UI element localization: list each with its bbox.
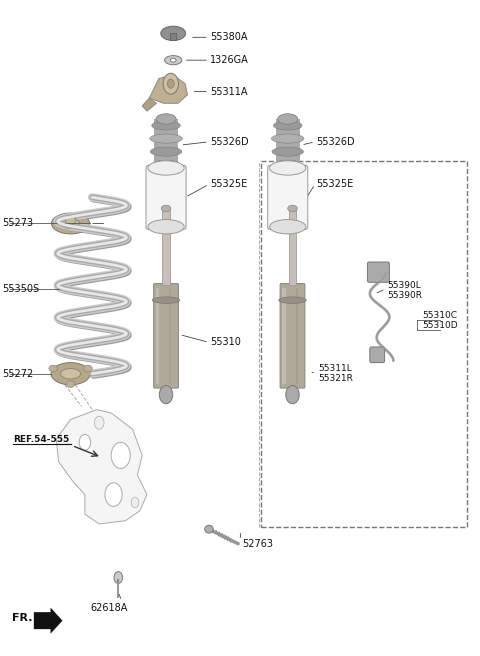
Ellipse shape xyxy=(148,161,184,175)
Circle shape xyxy=(286,386,299,404)
Bar xyxy=(170,33,176,40)
Circle shape xyxy=(114,571,122,583)
FancyBboxPatch shape xyxy=(280,283,305,388)
Ellipse shape xyxy=(150,134,182,143)
Bar xyxy=(154,119,178,168)
Ellipse shape xyxy=(66,381,75,388)
Circle shape xyxy=(105,483,122,506)
Bar xyxy=(276,119,300,168)
Text: 55310C: 55310C xyxy=(422,311,457,320)
Circle shape xyxy=(79,434,91,450)
Ellipse shape xyxy=(272,147,303,156)
Text: 55273: 55273 xyxy=(2,218,34,228)
Ellipse shape xyxy=(274,121,302,130)
Text: 55321R: 55321R xyxy=(318,374,353,383)
Text: 55326D: 55326D xyxy=(316,137,355,147)
Bar xyxy=(162,209,170,285)
Ellipse shape xyxy=(84,365,92,372)
FancyBboxPatch shape xyxy=(146,165,186,230)
Text: FR.: FR. xyxy=(12,613,32,623)
Ellipse shape xyxy=(61,218,80,228)
Ellipse shape xyxy=(49,365,58,372)
Ellipse shape xyxy=(51,363,90,385)
FancyBboxPatch shape xyxy=(154,283,179,388)
Bar xyxy=(296,288,298,384)
Circle shape xyxy=(131,497,139,508)
Text: 55390R: 55390R xyxy=(387,291,422,300)
Ellipse shape xyxy=(270,220,306,234)
Ellipse shape xyxy=(288,205,297,212)
Ellipse shape xyxy=(156,113,176,124)
Text: 55311A: 55311A xyxy=(210,87,248,96)
Ellipse shape xyxy=(278,113,298,124)
FancyBboxPatch shape xyxy=(367,262,389,282)
Text: REF.54-555: REF.54-555 xyxy=(13,434,70,443)
Text: 62618A: 62618A xyxy=(90,603,128,613)
Polygon shape xyxy=(142,98,156,111)
FancyBboxPatch shape xyxy=(370,347,384,363)
Ellipse shape xyxy=(161,205,171,212)
Text: 55380A: 55380A xyxy=(210,32,248,43)
Ellipse shape xyxy=(159,164,173,172)
Ellipse shape xyxy=(60,369,81,379)
Text: 55311L: 55311L xyxy=(318,364,351,373)
Text: 55325E: 55325E xyxy=(210,179,248,190)
Text: 55390L: 55390L xyxy=(387,281,421,290)
Circle shape xyxy=(168,79,174,89)
Ellipse shape xyxy=(165,56,182,65)
Ellipse shape xyxy=(51,213,90,234)
Ellipse shape xyxy=(270,161,306,175)
Ellipse shape xyxy=(152,121,180,130)
Circle shape xyxy=(163,73,179,94)
Ellipse shape xyxy=(271,134,304,143)
Ellipse shape xyxy=(204,525,213,533)
Ellipse shape xyxy=(65,216,76,225)
Bar xyxy=(282,288,286,384)
Text: 55310D: 55310D xyxy=(422,321,458,330)
Bar xyxy=(156,288,159,384)
Ellipse shape xyxy=(148,220,184,234)
Text: 55326D: 55326D xyxy=(210,137,249,147)
Ellipse shape xyxy=(279,297,306,304)
Ellipse shape xyxy=(161,26,186,41)
Text: (ECS): (ECS) xyxy=(267,167,296,176)
Text: 1326GA: 1326GA xyxy=(210,55,249,65)
Text: 52763: 52763 xyxy=(242,539,274,548)
Ellipse shape xyxy=(153,160,180,169)
Ellipse shape xyxy=(170,58,176,62)
Circle shape xyxy=(111,442,130,468)
Polygon shape xyxy=(149,75,188,103)
Text: 55310: 55310 xyxy=(210,337,241,348)
Ellipse shape xyxy=(281,164,295,172)
Circle shape xyxy=(95,416,104,429)
Circle shape xyxy=(159,386,173,404)
Polygon shape xyxy=(56,409,147,524)
Ellipse shape xyxy=(275,160,301,169)
Text: 55350S: 55350S xyxy=(2,284,39,294)
Ellipse shape xyxy=(150,147,182,156)
Text: 55325E: 55325E xyxy=(316,179,354,190)
Bar xyxy=(288,209,296,285)
Text: 55272: 55272 xyxy=(2,369,34,379)
Polygon shape xyxy=(34,607,62,634)
Ellipse shape xyxy=(152,297,180,304)
FancyBboxPatch shape xyxy=(268,165,308,230)
Bar xyxy=(169,288,171,384)
